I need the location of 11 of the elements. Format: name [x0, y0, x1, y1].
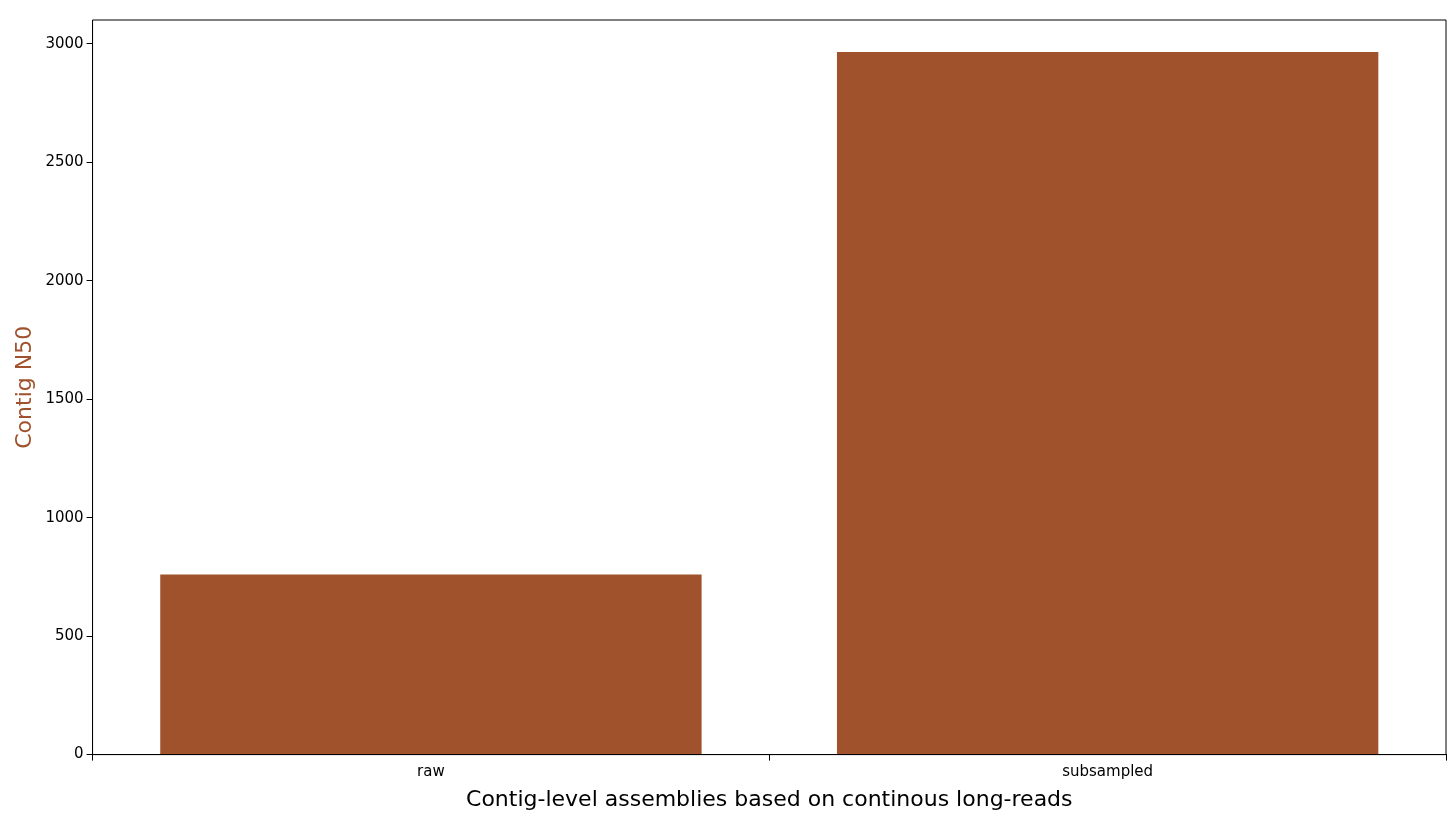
y-tick-label: 1000 — [45, 507, 84, 526]
y-tick-label: 1500 — [45, 389, 84, 408]
x-axis-title: Contig-level assemblies based on continous long-reads — [466, 785, 1073, 811]
y-tick-label: 500 — [54, 626, 84, 645]
y-tick-label: 3000 — [45, 33, 84, 52]
y-tick-label: 2000 — [45, 270, 84, 289]
y-axis-title: Contig N50 — [10, 325, 36, 449]
x-tick-label: subsampled — [1062, 762, 1154, 781]
y-tick-label: 2500 — [45, 152, 84, 171]
x-tick-label: raw — [417, 762, 445, 781]
y-tick-label: 0 — [74, 744, 84, 763]
